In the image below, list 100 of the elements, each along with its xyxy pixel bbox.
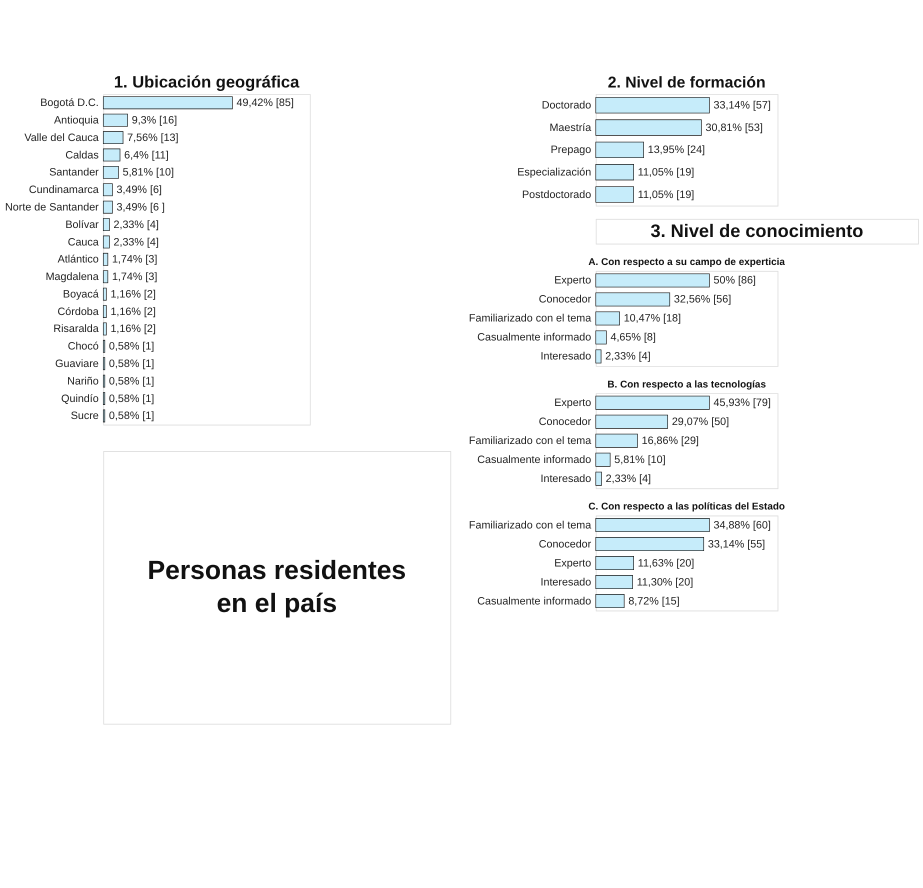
y-tick-label: Córdoba bbox=[58, 306, 99, 318]
chart-title: B. Con respecto a las tecnologías bbox=[607, 379, 766, 390]
y-tick-label: Familiarizado con el tema bbox=[468, 519, 592, 532]
data-label: 34,88% [60] bbox=[714, 519, 771, 532]
bar bbox=[595, 472, 602, 486]
data-label: 29,07% [50] bbox=[672, 416, 730, 428]
bar bbox=[595, 594, 625, 608]
bar bbox=[595, 273, 710, 288]
data-label: 0,58% [1] bbox=[108, 375, 154, 388]
bar bbox=[102, 114, 128, 127]
data-label: 16,86% [29] bbox=[642, 435, 699, 448]
bar bbox=[102, 96, 233, 110]
bar bbox=[595, 349, 602, 364]
chart-title: 2. Nivel de formación bbox=[608, 74, 766, 92]
y-tick-label: Casualmente informado bbox=[477, 454, 592, 466]
bar bbox=[102, 131, 124, 144]
chart-title: A. Con respecto a su campo de experticia bbox=[588, 257, 786, 268]
data-label: 11,05% [19] bbox=[638, 188, 694, 201]
y-tick-label: Risaralda bbox=[53, 323, 99, 336]
y-tick-label: Especialización bbox=[517, 166, 592, 178]
data-label: 10,47% [18] bbox=[624, 312, 682, 325]
data-label: 45,93% [79] bbox=[714, 397, 771, 410]
y-tick-label: Atlántico bbox=[58, 254, 99, 266]
data-label: 0,58% [1] bbox=[108, 410, 154, 422]
bar bbox=[102, 305, 107, 318]
bar bbox=[595, 556, 634, 570]
bar bbox=[595, 292, 670, 306]
y-tick-label: Antioquia bbox=[54, 114, 99, 126]
y-tick-label: Casualmente informado bbox=[477, 332, 592, 344]
bar bbox=[102, 236, 110, 248]
y-tick-label: Interesado bbox=[540, 350, 592, 363]
data-label: 8,72% [15] bbox=[628, 595, 680, 608]
y-tick-label: Experto bbox=[554, 274, 592, 287]
bar bbox=[102, 148, 120, 162]
bar bbox=[102, 252, 108, 266]
y-tick-label: Prepago bbox=[550, 144, 592, 156]
y-tick-label: Quindío bbox=[61, 392, 99, 405]
y-tick-label: Nariño bbox=[67, 375, 99, 388]
bar bbox=[595, 311, 620, 326]
data-label: 0,58% [1] bbox=[108, 358, 154, 370]
y-tick-label: Interesado bbox=[540, 473, 592, 486]
data-label: 1,74% [3] bbox=[112, 254, 158, 266]
bar bbox=[595, 97, 710, 114]
bar bbox=[102, 270, 108, 284]
y-tick-label: Sucre bbox=[70, 410, 99, 422]
data-label: 2,33% [4] bbox=[605, 350, 651, 363]
y-tick-label: Chocó bbox=[68, 340, 99, 353]
data-label: 1,16% [2] bbox=[110, 306, 156, 318]
y-tick-label: Valle del Cauca bbox=[24, 132, 99, 144]
text: 3. Nivel de conocimiento bbox=[650, 221, 864, 242]
data-label: 2,33% [4] bbox=[114, 218, 159, 231]
bar bbox=[595, 537, 704, 551]
data-label: 33,14% [57] bbox=[714, 100, 771, 112]
data-label: 0,58% [1] bbox=[108, 340, 154, 353]
bar bbox=[102, 183, 113, 196]
bar bbox=[102, 322, 107, 336]
bar bbox=[102, 288, 107, 301]
data-label: 11,05% [19] bbox=[638, 166, 694, 178]
y-tick-label: Familiarizado con el tema bbox=[468, 435, 592, 448]
bar bbox=[595, 186, 634, 203]
data-label: 0,58% [1] bbox=[108, 392, 154, 405]
data-label: 3,49% [6 ] bbox=[116, 201, 165, 214]
data-label: 2,33% [4] bbox=[606, 473, 652, 486]
y-tick-label: Conocedor bbox=[538, 416, 592, 428]
data-label: 5,81% [10] bbox=[614, 454, 666, 466]
y-tick-label: Doctorado bbox=[542, 100, 592, 112]
y-tick-label: Experto bbox=[554, 397, 592, 410]
data-label: 1,74% [3] bbox=[112, 271, 158, 284]
data-label: 50% [86] bbox=[714, 274, 756, 287]
bar bbox=[102, 200, 113, 214]
data-label: 13,95% [24] bbox=[648, 144, 706, 156]
data-label: 5,81% [10] bbox=[122, 166, 174, 179]
bar bbox=[595, 434, 638, 448]
bar bbox=[595, 330, 607, 344]
bar bbox=[595, 164, 634, 180]
bar bbox=[595, 396, 710, 410]
bar bbox=[102, 218, 110, 231]
data-label: 32,56% [56] bbox=[674, 294, 732, 306]
y-tick-label: Conocedor bbox=[538, 538, 592, 550]
data-label: 30,81% [53] bbox=[706, 122, 763, 134]
y-tick-label: Norte de Santander bbox=[5, 201, 100, 214]
y-tick-label: Guaviare bbox=[55, 358, 99, 370]
y-tick-label: Conocedor bbox=[538, 294, 592, 306]
data-label: 49,42% [85] bbox=[236, 97, 294, 110]
y-tick-label: Caldas bbox=[65, 149, 99, 162]
y-tick-label: Bogotá D.C. bbox=[40, 97, 99, 110]
bar bbox=[595, 452, 610, 467]
data-label: 11,30% [20] bbox=[636, 576, 694, 588]
y-tick-label: Magdalena bbox=[46, 271, 99, 284]
y-tick-label: Cundinamarca bbox=[28, 184, 99, 196]
y-tick-label: Postdoctorado bbox=[522, 188, 592, 201]
y-tick-label: Bolívar bbox=[65, 218, 100, 231]
data-label: 1,16% [2] bbox=[110, 288, 156, 300]
text: Personas residentes en el país bbox=[147, 555, 406, 618]
y-tick-label: Maestría bbox=[549, 122, 592, 134]
y-tick-label: Boyacá bbox=[62, 288, 99, 300]
data-label: 7,56% [13] bbox=[127, 132, 179, 144]
bar bbox=[595, 142, 644, 158]
y-tick-label: Interesado bbox=[540, 576, 592, 588]
y-tick-label: Familiarizado con el tema bbox=[468, 312, 592, 325]
